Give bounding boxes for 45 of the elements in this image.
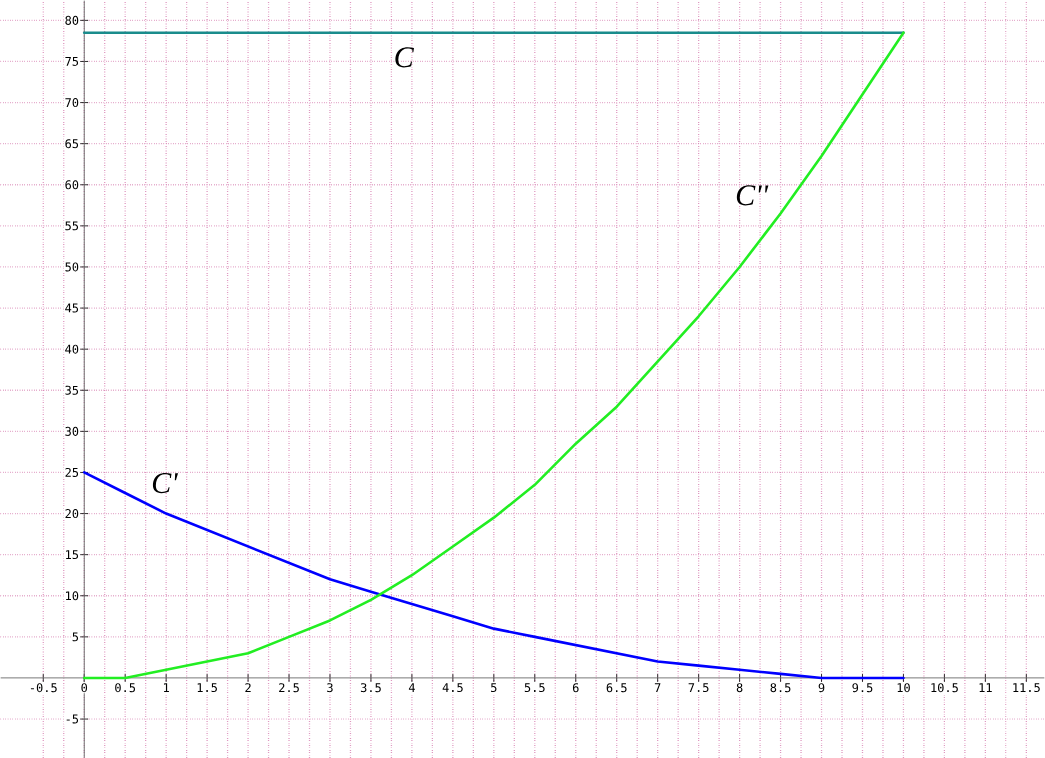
y-tick-label: 20 [65, 508, 79, 518]
y-tick-label: 45 [65, 303, 79, 313]
x-tick-label: 2.5 [279, 682, 299, 693]
x-tick-label: 7.5 [688, 682, 709, 692]
y-tick-label: 65 [65, 138, 79, 149]
x-tick-label: 10 [897, 682, 910, 693]
x-tick-label: -0.5 [30, 682, 57, 693]
y-tick-label: 55 [65, 221, 79, 231]
y-tick-label: 15 [66, 550, 79, 559]
x-tick-label: 4 [408, 682, 415, 692]
series-label: C' [152, 472, 179, 493]
y-tick-label: 80 [65, 15, 79, 25]
y-tick-label: 60 [65, 180, 79, 190]
series-label: C [395, 47, 414, 68]
x-tick-label: 3 [327, 682, 333, 693]
x-tick-label: 8 [736, 682, 743, 693]
x-tick-label: 3.5 [360, 682, 381, 693]
x-tick-label: 5.5 [524, 682, 545, 692]
x-tick-label: 5 [491, 682, 497, 692]
x-tick-label: 9 [818, 682, 825, 693]
y-tick-label: 10 [66, 591, 79, 601]
x-tick-label: 8.5 [770, 682, 791, 693]
y-tick-label: 25 [65, 467, 79, 477]
x-tick-label: 0 [81, 682, 88, 693]
y-tick-label: 5 [72, 632, 79, 642]
x-tick-label: 11.5 [1013, 682, 1040, 692]
x-tick-label: 1.5 [197, 682, 217, 692]
x-tick-label: 6.5 [606, 682, 627, 693]
x-tick-label: 1 [163, 682, 169, 692]
y-tick-label: 70 [65, 97, 79, 107]
y-tick-label: 35 [65, 385, 79, 395]
x-tick-label: 6 [572, 682, 579, 693]
y-tick-label: 75 [65, 56, 79, 66]
x-tick-label: 10.5 [931, 682, 958, 693]
x-tick-label: 4.5 [442, 682, 463, 692]
x-tick-label: 0.5 [115, 682, 136, 693]
x-tick-label: 9.5 [852, 682, 873, 693]
series-label: C'' [736, 185, 769, 206]
y-tick-label: 30 [65, 426, 79, 436]
x-tick-label: 2 [245, 682, 251, 692]
y-tick-label: 40 [65, 344, 79, 354]
y-tick-label: 50 [65, 262, 79, 272]
x-tick-label: 11 [979, 682, 992, 692]
x-tick-label: 7 [654, 682, 661, 692]
y-tick-label: -5 [66, 714, 79, 724]
